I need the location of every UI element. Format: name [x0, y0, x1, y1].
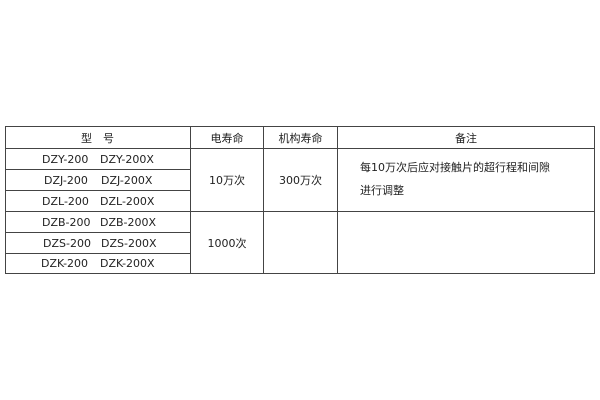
electrical-life-cell: 1000次 — [207, 236, 247, 250]
row-divider — [5, 190, 190, 191]
model-cell: DZL-200 — [42, 195, 89, 208]
header-mechanical-life: 机构寿命 — [278, 131, 323, 145]
electrical-life-cell: 10万次 — [209, 174, 245, 187]
model-cell: DZS-200X — [101, 237, 157, 250]
header-electrical-life: 电寿命 — [210, 131, 244, 145]
model-cell: DZY-200 — [42, 153, 89, 166]
model-cell: DZY-200X — [100, 153, 154, 166]
column-divider — [337, 126, 338, 274]
mechanical-life-cell — [264, 212, 337, 273]
model-cell: DZS-200 — [43, 237, 91, 250]
column-divider — [190, 126, 191, 274]
group-divider — [5, 211, 595, 212]
model-cell: DZK-200X — [100, 257, 155, 270]
model-cell: DZJ-200X — [101, 174, 153, 187]
model-cell: DZL-200X — [100, 195, 155, 208]
remarks-line: 进行调整 — [360, 184, 404, 197]
header-model: 型 号 — [81, 131, 114, 145]
model-cell: DZB-200 — [42, 216, 91, 229]
header-remarks: 备注 — [455, 131, 477, 145]
model-cell: DZB-200X — [100, 216, 157, 229]
row-divider — [5, 253, 190, 254]
remarks-line: 每10万次后应对接触片的超行程和间隙 — [360, 161, 550, 174]
table-border-top — [5, 126, 595, 127]
model-cell: DZJ-200 — [44, 174, 88, 187]
table-border-bottom — [5, 273, 595, 274]
model-cell: DZK-200 — [41, 257, 89, 270]
row-divider — [5, 232, 190, 233]
row-divider — [5, 169, 190, 170]
column-divider — [263, 126, 264, 274]
table-border-left — [5, 126, 6, 274]
mechanical-life-cell: 300万次 — [279, 174, 322, 187]
header-divider — [5, 148, 595, 149]
table-border-right — [594, 126, 595, 274]
